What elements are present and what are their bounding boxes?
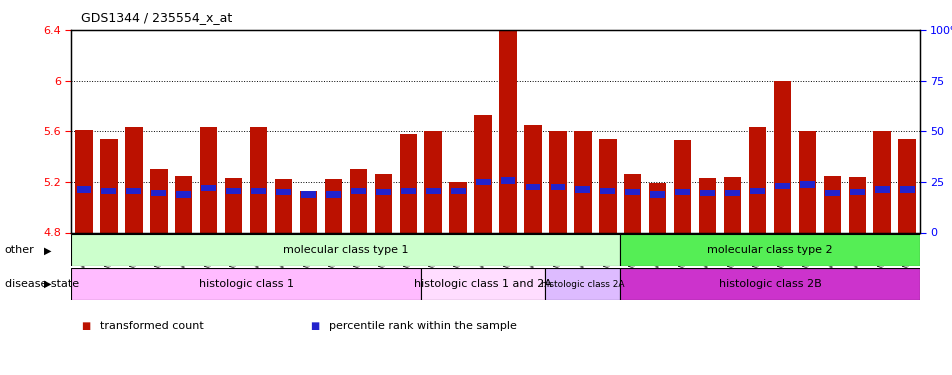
- Bar: [600, 188, 615, 194]
- Text: ■: ■: [309, 321, 319, 331]
- Bar: [420, 268, 545, 300]
- Bar: [599, 139, 616, 232]
- Bar: [301, 191, 315, 198]
- Text: histologic class 1: histologic class 1: [198, 279, 293, 289]
- Bar: [625, 189, 640, 195]
- Bar: [76, 186, 91, 193]
- Bar: [274, 179, 292, 232]
- Bar: [176, 191, 191, 198]
- Bar: [71, 234, 620, 266]
- Text: molecular class type 1: molecular class type 1: [283, 245, 408, 255]
- Text: histologic class 2A: histologic class 2A: [541, 280, 624, 289]
- Bar: [450, 188, 466, 194]
- Bar: [276, 189, 290, 195]
- Bar: [75, 130, 92, 232]
- Bar: [575, 186, 589, 193]
- Bar: [149, 169, 168, 232]
- Bar: [748, 128, 765, 232]
- Bar: [127, 188, 141, 194]
- Bar: [673, 140, 690, 232]
- Bar: [873, 131, 890, 232]
- Bar: [175, 176, 192, 232]
- Bar: [849, 189, 863, 195]
- Bar: [350, 188, 366, 194]
- Bar: [898, 139, 915, 232]
- Bar: [225, 178, 242, 232]
- Bar: [874, 186, 889, 193]
- Bar: [799, 181, 814, 188]
- Bar: [374, 174, 391, 232]
- Text: ▶: ▶: [44, 245, 51, 255]
- Bar: [300, 191, 317, 232]
- Bar: [823, 176, 841, 232]
- Bar: [449, 182, 466, 232]
- Bar: [824, 190, 839, 196]
- Text: histologic class 1 and 2A: histologic class 1 and 2A: [414, 279, 551, 289]
- Text: disease state: disease state: [5, 279, 79, 289]
- Bar: [424, 131, 442, 232]
- Bar: [550, 184, 565, 190]
- Bar: [524, 125, 541, 232]
- Bar: [474, 115, 491, 232]
- Bar: [201, 185, 216, 191]
- Bar: [349, 169, 367, 232]
- Bar: [426, 188, 440, 194]
- Bar: [71, 268, 420, 300]
- Text: ▶: ▶: [44, 279, 51, 289]
- Bar: [648, 183, 665, 232]
- Bar: [620, 268, 919, 300]
- Bar: [326, 191, 341, 198]
- Bar: [774, 183, 789, 189]
- Text: transformed count: transformed count: [100, 321, 204, 331]
- Bar: [375, 189, 390, 195]
- Bar: [475, 179, 490, 185]
- Bar: [675, 189, 689, 195]
- Text: percentile rank within the sample: percentile rank within the sample: [328, 321, 516, 331]
- Bar: [151, 190, 166, 196]
- Bar: [325, 179, 342, 232]
- Bar: [251, 188, 266, 194]
- Bar: [200, 128, 217, 232]
- Bar: [700, 190, 714, 196]
- Bar: [125, 128, 143, 232]
- Bar: [548, 131, 566, 232]
- Bar: [545, 268, 620, 300]
- Bar: [724, 177, 741, 232]
- Bar: [500, 177, 515, 184]
- Text: GDS1344 / 235554_x_at: GDS1344 / 235554_x_at: [81, 11, 232, 24]
- Bar: [847, 177, 865, 232]
- Bar: [525, 184, 540, 190]
- Bar: [624, 174, 641, 232]
- Bar: [724, 190, 739, 196]
- Bar: [100, 139, 117, 232]
- Bar: [798, 131, 815, 232]
- Bar: [749, 188, 764, 194]
- Bar: [226, 188, 241, 194]
- Bar: [773, 81, 790, 232]
- Bar: [649, 191, 664, 198]
- Bar: [399, 134, 417, 232]
- Text: other: other: [5, 245, 34, 255]
- Bar: [401, 188, 415, 194]
- Bar: [573, 131, 591, 232]
- Bar: [899, 186, 914, 193]
- Bar: [499, 21, 516, 232]
- Bar: [698, 178, 716, 232]
- Bar: [101, 188, 116, 194]
- Text: histologic class 2B: histologic class 2B: [718, 279, 821, 289]
- Text: molecular class type 2: molecular class type 2: [706, 245, 832, 255]
- Bar: [249, 128, 267, 232]
- Bar: [620, 234, 919, 266]
- Text: ■: ■: [81, 321, 90, 331]
